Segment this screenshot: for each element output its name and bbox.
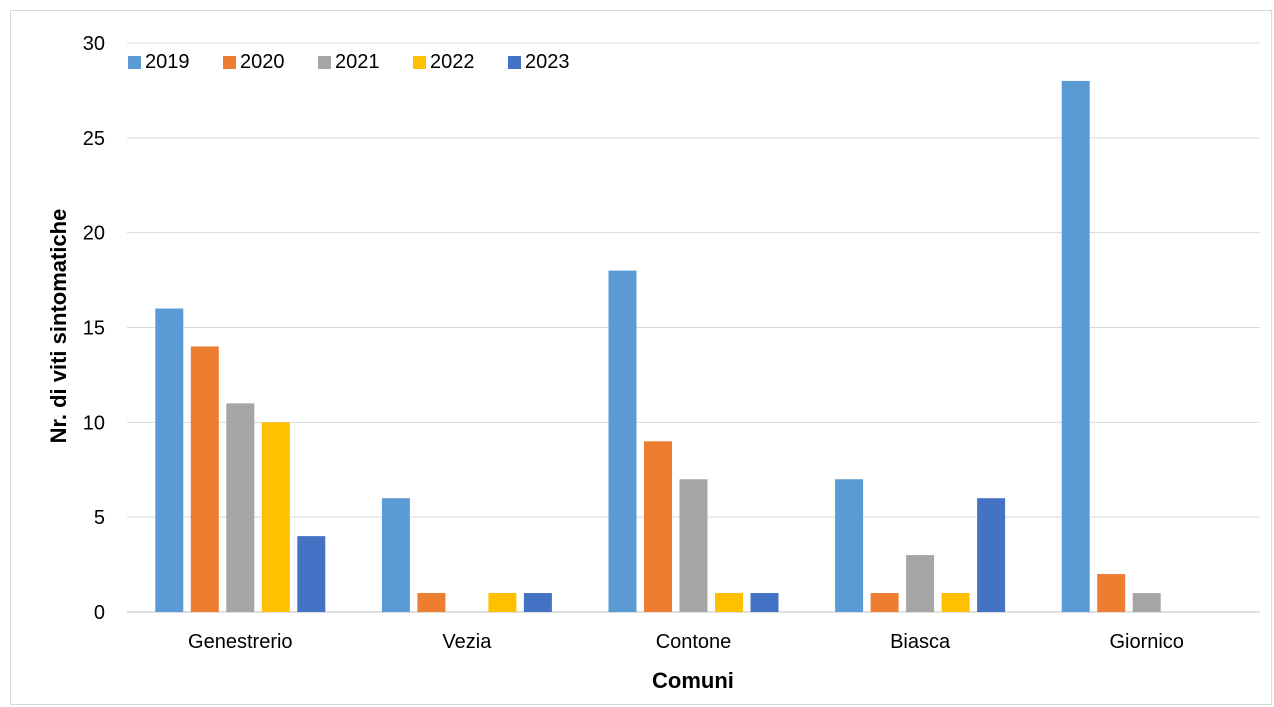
bar-2019-vezia <box>381 498 410 612</box>
y-tick-label: 10 <box>83 412 105 434</box>
y-axis-title: Nr. di viti sintomatiche <box>46 209 71 444</box>
y-tick-label: 15 <box>83 318 105 340</box>
bar-2020-giornico <box>1097 574 1126 612</box>
y-tick-label: 20 <box>83 223 105 245</box>
x-tick-label: Biasca <box>890 631 951 653</box>
bars <box>155 80 1161 612</box>
y-tick-label: 30 <box>83 33 105 55</box>
bar-2019-contone <box>608 270 637 612</box>
y-tick-label: 25 <box>83 128 105 150</box>
x-tick-label: Giornico <box>1109 631 1183 653</box>
bar-2020-biasca <box>870 593 899 612</box>
bar-2023-vezia <box>523 593 552 612</box>
x-tick-label: Contone <box>656 631 732 653</box>
bar-2022-contone <box>715 593 743 612</box>
legend-swatch <box>223 56 236 69</box>
legend-swatch <box>128 56 141 69</box>
bar-2023-biasca <box>977 498 1006 612</box>
legend-label: 2021 <box>335 51 380 73</box>
chart-frame <box>10 10 1272 705</box>
bar-2021-contone <box>679 479 708 612</box>
bar-2021-biasca <box>906 555 935 612</box>
bar-2020-vezia <box>417 593 446 612</box>
x-tick-label: Genestrerio <box>188 631 293 653</box>
y-axis-ticks: 0 5 10 15 20 25 30 <box>83 33 105 624</box>
bar-2021-genestrerio <box>226 403 255 612</box>
bar-2019-genestrerio <box>155 308 184 612</box>
bar-2022-biasca <box>941 593 970 612</box>
bar-2022-vezia <box>488 593 517 612</box>
legend-swatch <box>508 56 521 69</box>
legend-label: 2023 <box>525 51 570 73</box>
x-axis-title: Comuni <box>652 668 734 693</box>
bar-2019-biasca <box>835 479 864 612</box>
legend-label: 2022 <box>430 51 475 73</box>
bar-2020-contone <box>644 441 672 612</box>
bar-2022-genestrerio <box>261 422 290 612</box>
x-tick-label: Vezia <box>442 631 492 653</box>
bar-2021-giornico <box>1132 593 1161 612</box>
bar-2020-genestrerio <box>190 346 219 612</box>
x-axis-ticks: Genestrerio Vezia Contone Biasca Giornico <box>188 631 1184 653</box>
bar-2023-contone <box>750 593 779 612</box>
legend: 2019 2020 2021 2022 2023 <box>128 51 570 73</box>
y-tick-label: 5 <box>94 507 105 529</box>
legend-swatch <box>413 56 426 69</box>
bar-2023-genestrerio <box>297 536 326 612</box>
legend-label: 2019 <box>145 51 190 73</box>
legend-label: 2020 <box>240 51 285 73</box>
legend-swatch <box>318 56 331 69</box>
bar-2019-giornico <box>1061 80 1090 612</box>
y-tick-label: 0 <box>94 602 105 624</box>
